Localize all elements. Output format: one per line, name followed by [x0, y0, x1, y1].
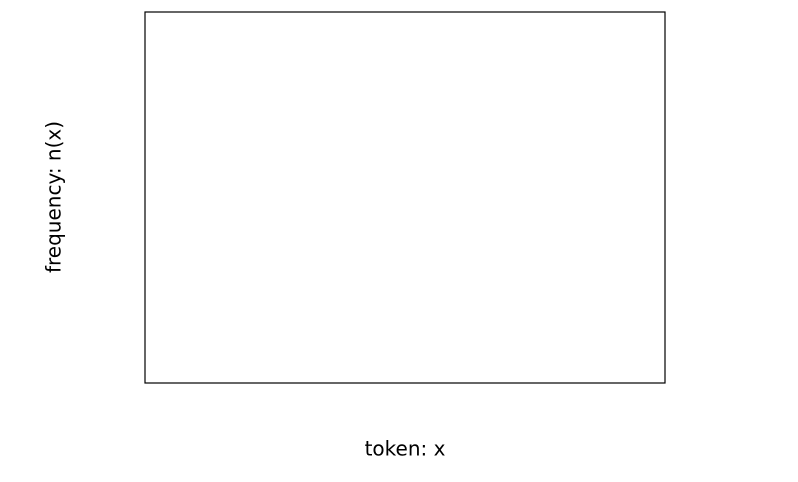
plot-frame	[144, 11, 666, 384]
x-axis-label: token: x	[365, 437, 446, 461]
y-axis-label: frequency: n(x)	[42, 121, 66, 273]
